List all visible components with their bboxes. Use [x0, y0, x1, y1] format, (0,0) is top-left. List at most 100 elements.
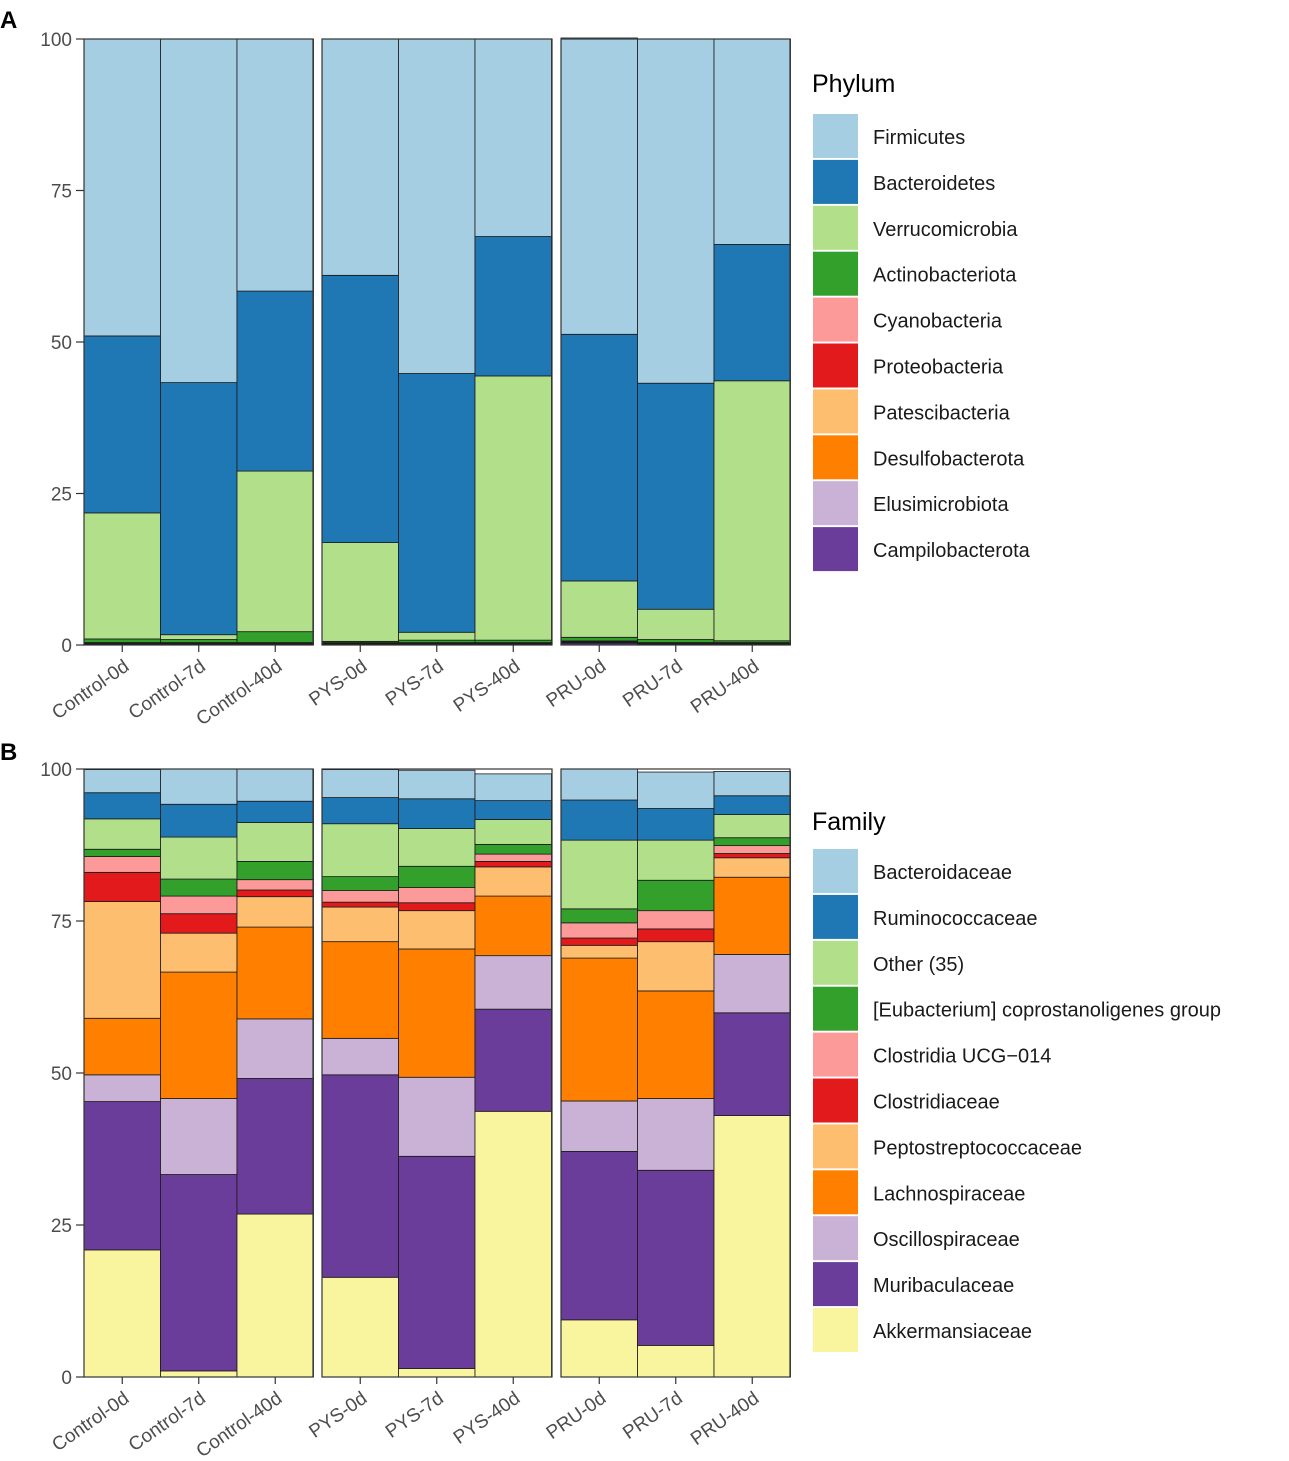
bar-segment-control-40d-other-35 [236, 822, 314, 862]
bar-segment-pru-0d-actinobacteriota [560, 636, 638, 642]
bar-segment-control-0d-bacteroidaceae [83, 769, 161, 794]
legend-key-proteobacteria [813, 343, 858, 388]
bar-segment-control-7d-lachnospiraceae [160, 971, 238, 1099]
legend-label: Bacteroidaceae [873, 862, 1012, 884]
legend-key-peptostreptococcaceae [813, 1124, 858, 1169]
legend-key-lachnospiraceae [813, 1170, 858, 1215]
x-tick-label: PYS-0d [305, 1388, 371, 1443]
bar-segment-control-40d-ruminococcaceae [236, 800, 314, 823]
legend-title: Family [812, 808, 886, 836]
x-tick-label: PYS-7d [382, 656, 448, 711]
facet-border [321, 768, 553, 1378]
legend-key-clostridiaceae [813, 1078, 858, 1123]
y-tick-label: 25 [51, 485, 72, 506]
bar-segment-pys-40d-akkermansiaceae [474, 1110, 552, 1378]
y-tick-label: 50 [51, 333, 72, 354]
bar-segment-pru-0d-muribaculaceae [560, 1151, 638, 1321]
legend-key-cyanobacteria [813, 297, 858, 342]
legend-label: Clostridiaceae [873, 1092, 1000, 1114]
legend-key-bacteroidaceae [813, 849, 858, 893]
bar-segment-control-7d-ruminococcaceae [160, 803, 238, 838]
x-tick-label: PRU-40d [687, 656, 763, 718]
facet-border [83, 38, 314, 646]
bar-segment-pru-40d-bacteroidaceae [713, 771, 791, 797]
bar-segment-pys-0d-other-35 [321, 823, 399, 878]
legend-label: Firmicutes [873, 127, 965, 149]
legend-key-ruminococcaceae [813, 894, 858, 939]
x-tick-label: Control-0d [48, 656, 133, 724]
bar-segment-pru-7d-other-35 [637, 839, 715, 881]
bar-segment-pru-0d-firmicutes [560, 37, 638, 335]
bar-segment-pru-7d-clostridiaceae [637, 928, 715, 943]
bar-segment-control-0d-clostridia-ucg-014 [83, 856, 161, 873]
bar-segment-pru-7d-ruminococcaceae [637, 808, 715, 841]
bar-segment-pru-40d-oscillospiraceae [713, 954, 791, 1014]
x-tick-label: PRU-7d [619, 656, 686, 712]
bar-segment-control-7d-muribaculaceae [160, 1174, 238, 1372]
bar-segment-pys-7d-other-35 [398, 828, 476, 867]
legend-label: Campilobacterota [873, 540, 1031, 562]
bar-segment-pru-7d-clostridia-ucg-014 [637, 910, 715, 930]
bar-segment-pys-7d-peptostreptococcaceae [398, 910, 476, 950]
bar-segment-pys-0d-bacteroidetes [321, 274, 399, 543]
panel-label: B [0, 739, 17, 766]
legend-label: Actinobacteriota [873, 265, 1017, 287]
bar-segment-control-40d-firmicutes [236, 38, 314, 292]
x-tick-label: PRU-0d [543, 656, 610, 712]
bar-segment-control-40d-oscillospiraceae [236, 1018, 314, 1079]
legend-label: Elusimicrobiota [873, 494, 1009, 516]
legend-key-muribaculaceae [813, 1262, 858, 1307]
bar-segment-pru-0d-oscillospiraceae [560, 1100, 638, 1152]
legend-label: Other (35) [873, 954, 964, 976]
y-tick-label: 100 [40, 760, 72, 781]
bar-segment-pys-7d-clostridiaceae [398, 902, 476, 912]
bar-segment-pys-7d-oscillospiraceae [398, 1076, 476, 1157]
bar-segment-pru-40d-clostridiaceae [713, 853, 791, 859]
bar-segment-pys-7d-firmicutes [398, 38, 476, 374]
legend-key-akkermansiaceae [813, 1308, 858, 1352]
legend-key-verrucomicrobia [813, 205, 858, 250]
legend-key-other-35 [813, 940, 858, 985]
y-tick-label: 75 [51, 182, 72, 203]
bar-segment-control-7d-other-35 [160, 836, 238, 880]
bar-segment-pru-7d-muribaculaceae [637, 1169, 715, 1346]
y-tick-label: 75 [51, 912, 72, 933]
legend-key-campilobacterota [813, 527, 858, 572]
bar-segment-control-0d-oscillospiraceae [83, 1074, 161, 1102]
bar-segment-pru-40d-ruminococcaceae [713, 795, 791, 816]
bar-segment-pru-0d-bacteroidaceae [560, 768, 638, 801]
bar-segment-pys-0d-oscillospiraceae [321, 1037, 399, 1076]
legend-key-patescibacteria [813, 389, 858, 434]
x-tick-label: Control-0d [48, 1388, 133, 1456]
bar-segment-pys-7d-bacteroidetes [398, 373, 476, 633]
legend-label: Cyanobacteria [873, 311, 1003, 333]
bar-segment-pru-40d-eubacterium-coprostanoligenes-group [713, 837, 791, 847]
bar-segment-pru-0d-lachnospiraceae [560, 957, 638, 1102]
legend-key-eubacterium-coprostanoligenes-group [813, 986, 858, 1031]
bar-segment-pys-40d-clostridia-ucg-014 [474, 853, 552, 862]
bar-segment-pru-7d-verrucomicrobia [637, 608, 715, 640]
legend-title: Phylum [812, 70, 895, 98]
legend: Family Bacteroidaceae Ruminococcaceae Other… [812, 808, 1221, 1352]
bar-segment-pys-40d-verrucomicrobia [474, 375, 552, 641]
bar-segment-pru-7d-oscillospiraceae [637, 1098, 715, 1171]
bar-segment-pys-40d-lachnospiraceae [474, 895, 552, 957]
bar-segment-pys-0d-eubacterium-coprostanoligenes-group [321, 876, 399, 892]
legend: Phylum Firmicutes Bacteroidetes Verrucomicr… [812, 70, 1031, 572]
bar-segment-pru-7d-bacteroidetes [637, 382, 715, 610]
legend-label: Peptostreptococcaceae [873, 1137, 1082, 1159]
bar-segment-pys-40d-muribaculaceae [474, 1008, 552, 1112]
bar-segment-pru-7d-peptostreptococcaceae [637, 941, 715, 992]
bar-segment-pru-0d-verrucomicrobia [560, 580, 638, 638]
bar-segment-pys-7d-eubacterium-coprostanoligenes-group [398, 865, 476, 888]
x-tick-label: PYS-40d [450, 1388, 524, 1449]
panel-a: A0255075100Control-0dControl-7dControl-4… [0, 7, 1031, 730]
bar-segment-control-40d-bacteroidaceae [236, 768, 314, 802]
bar-segment-control-0d-verrucomicrobia [83, 512, 161, 640]
legend-key-oscillospiraceae [813, 1216, 858, 1261]
y-tick-label: 50 [51, 1064, 72, 1085]
bar-segment-control-0d-clostridiaceae [83, 871, 161, 902]
legend-label: Verrucomicrobia [873, 219, 1018, 241]
bar-segment-control-7d-peptostreptococcaceae [160, 932, 238, 973]
